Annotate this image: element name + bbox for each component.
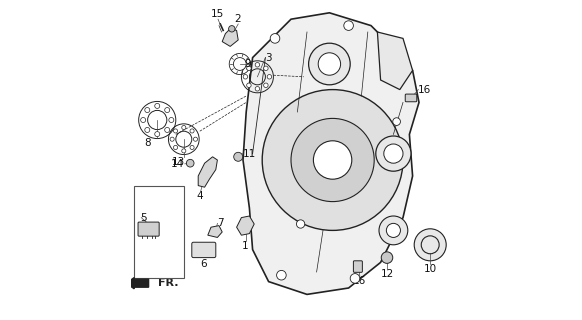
Polygon shape — [222, 29, 238, 46]
Circle shape — [155, 132, 159, 137]
Text: 7: 7 — [217, 218, 223, 228]
Circle shape — [229, 26, 235, 32]
Circle shape — [186, 159, 194, 167]
Circle shape — [291, 118, 374, 202]
Polygon shape — [198, 157, 218, 187]
Circle shape — [170, 137, 174, 141]
Circle shape — [276, 270, 286, 280]
Circle shape — [421, 236, 439, 254]
Text: 14: 14 — [171, 159, 184, 169]
Polygon shape — [243, 13, 419, 294]
Circle shape — [296, 220, 305, 228]
Circle shape — [313, 141, 352, 179]
Circle shape — [165, 108, 170, 113]
Polygon shape — [208, 226, 222, 237]
Circle shape — [267, 75, 272, 79]
Text: 4: 4 — [197, 191, 203, 201]
Circle shape — [414, 229, 446, 261]
Circle shape — [318, 53, 340, 75]
Circle shape — [344, 21, 353, 30]
Circle shape — [173, 129, 178, 133]
Text: 16: 16 — [353, 276, 367, 286]
FancyBboxPatch shape — [138, 222, 159, 236]
Circle shape — [182, 149, 186, 153]
Circle shape — [264, 83, 268, 88]
Circle shape — [243, 75, 247, 79]
Text: 9: 9 — [244, 59, 251, 69]
Circle shape — [233, 58, 246, 70]
Text: 1: 1 — [242, 241, 249, 251]
Circle shape — [165, 127, 170, 132]
FancyBboxPatch shape — [192, 242, 216, 258]
Text: 6: 6 — [201, 259, 207, 269]
Circle shape — [264, 66, 268, 70]
Text: 13: 13 — [172, 157, 185, 167]
Circle shape — [350, 274, 360, 283]
Polygon shape — [377, 32, 413, 90]
Circle shape — [141, 117, 146, 123]
Circle shape — [190, 145, 194, 149]
Circle shape — [255, 87, 260, 91]
FancyBboxPatch shape — [353, 261, 363, 272]
Circle shape — [386, 223, 400, 237]
Circle shape — [262, 90, 403, 230]
Text: 2: 2 — [234, 14, 240, 24]
Circle shape — [381, 252, 393, 263]
Circle shape — [234, 152, 243, 161]
Circle shape — [173, 145, 178, 149]
Circle shape — [155, 103, 159, 108]
Circle shape — [145, 127, 150, 132]
Text: 10: 10 — [424, 264, 436, 274]
FancyBboxPatch shape — [405, 94, 417, 102]
Text: 8: 8 — [144, 138, 151, 148]
Circle shape — [376, 136, 411, 171]
Circle shape — [190, 129, 194, 133]
Text: 12: 12 — [381, 269, 393, 279]
Circle shape — [247, 83, 251, 88]
Circle shape — [169, 117, 174, 123]
FancyArrow shape — [126, 278, 148, 289]
Text: 5: 5 — [141, 212, 147, 223]
Circle shape — [393, 118, 400, 125]
Text: 3: 3 — [265, 52, 272, 63]
Text: 15: 15 — [211, 9, 224, 19]
Bar — [134, 186, 184, 278]
Text: 16: 16 — [417, 84, 431, 95]
Circle shape — [193, 137, 197, 141]
Circle shape — [247, 66, 251, 70]
Polygon shape — [237, 216, 254, 235]
Text: FR.: FR. — [158, 278, 179, 288]
Circle shape — [379, 216, 408, 245]
Circle shape — [384, 144, 403, 163]
Circle shape — [145, 108, 150, 113]
Circle shape — [308, 43, 350, 85]
Circle shape — [255, 63, 260, 67]
Circle shape — [270, 34, 280, 43]
Text: 11: 11 — [242, 148, 255, 159]
Circle shape — [182, 125, 186, 130]
